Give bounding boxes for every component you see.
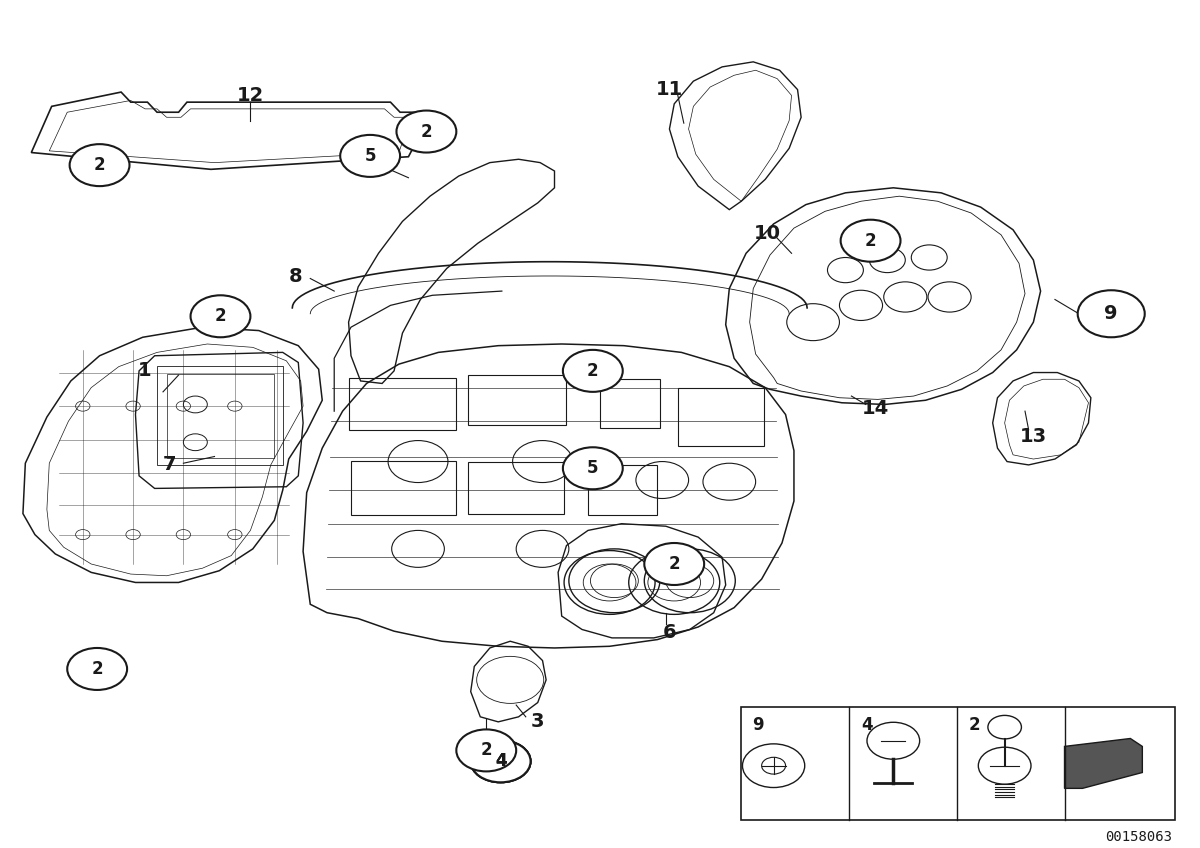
Text: 4: 4	[494, 752, 506, 770]
Circle shape	[470, 740, 530, 783]
Circle shape	[1078, 290, 1145, 338]
Circle shape	[341, 135, 400, 177]
Text: 9: 9	[752, 717, 763, 734]
Text: 9: 9	[1104, 304, 1118, 323]
Text: 8: 8	[289, 267, 302, 287]
Text: 4: 4	[494, 752, 506, 770]
Text: 1: 1	[138, 361, 152, 381]
Circle shape	[470, 740, 530, 783]
Bar	[588, 465, 658, 516]
Text: 10: 10	[754, 224, 781, 243]
Text: 2: 2	[94, 156, 106, 174]
Text: 5: 5	[587, 460, 599, 477]
Text: 3: 3	[530, 712, 545, 731]
Text: 4: 4	[860, 717, 872, 734]
Text: 6: 6	[662, 623, 677, 642]
Bar	[348, 377, 456, 430]
Text: 2: 2	[865, 232, 876, 249]
Text: 2: 2	[968, 717, 980, 734]
Text: 2: 2	[215, 307, 227, 326]
Bar	[600, 379, 660, 428]
Bar	[742, 706, 1175, 820]
Bar	[167, 374, 275, 458]
Text: 12: 12	[236, 86, 264, 105]
Circle shape	[70, 144, 130, 186]
Bar	[678, 388, 764, 446]
Text: 2: 2	[91, 660, 103, 678]
Text: 2: 2	[668, 555, 680, 573]
Circle shape	[644, 543, 704, 585]
Circle shape	[988, 716, 1021, 739]
Text: 11: 11	[656, 80, 683, 99]
Bar	[468, 375, 566, 426]
Circle shape	[563, 447, 623, 489]
Polygon shape	[1064, 739, 1142, 789]
Text: 2: 2	[420, 123, 432, 141]
Text: 5: 5	[365, 147, 376, 165]
Text: 00158063: 00158063	[1105, 830, 1172, 844]
Text: 2: 2	[480, 741, 492, 760]
Circle shape	[396, 110, 456, 153]
Text: 7: 7	[162, 455, 175, 474]
Circle shape	[456, 729, 516, 772]
Text: 2: 2	[587, 362, 599, 380]
Circle shape	[563, 350, 623, 392]
Bar	[350, 460, 456, 516]
Text: 13: 13	[1020, 427, 1046, 446]
Bar	[468, 461, 564, 514]
Text: 14: 14	[862, 399, 889, 418]
Circle shape	[191, 295, 251, 338]
Bar	[157, 365, 283, 465]
Circle shape	[67, 648, 127, 690]
Circle shape	[470, 740, 530, 783]
Circle shape	[841, 220, 900, 262]
Text: 4: 4	[494, 752, 506, 770]
